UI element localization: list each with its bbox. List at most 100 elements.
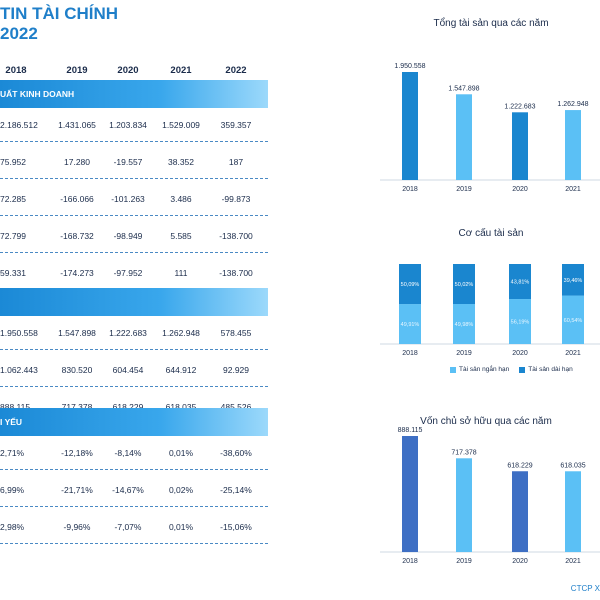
bar — [512, 471, 528, 552]
table-cell: 618.229 — [112, 402, 144, 412]
table-cell: 3.486 — [170, 194, 192, 204]
table-row: 72.285 -166.066 -101.263 3.486 -99.873 — [0, 182, 268, 216]
table-cell: 1.062.443 — [0, 365, 38, 375]
bar-segment — [509, 299, 531, 344]
bar — [565, 471, 581, 552]
section-header: UẤT KINH DOANH — [0, 80, 268, 108]
table-cell: 0,02% — [168, 485, 194, 495]
data-label: 56,19% — [511, 320, 530, 326]
footer-company: CTCP X — [570, 584, 600, 593]
bar-segment — [509, 264, 531, 300]
year-header-cell: 2022 — [225, 65, 247, 76]
table-cell: 1.950.558 — [0, 328, 38, 338]
bar — [402, 72, 418, 180]
bar-segment — [453, 264, 475, 305]
table-cell: -19.557 — [113, 157, 143, 167]
section-header — [0, 288, 268, 316]
chart-legend: Tài sản ngắn hạn Tài sản dài hạn — [450, 366, 573, 373]
table-cell: 1.529.009 — [162, 120, 200, 130]
data-label: 49,98% — [455, 322, 474, 328]
table-row: 2.186.512 1.431.065 1.203.834 1.529.009 359.… — [0, 108, 268, 142]
table-cell: -138.700 — [219, 268, 253, 278]
table-cell: -14,67% — [112, 485, 144, 495]
section-header: I YẾU — [0, 408, 268, 436]
table-cell: 1.547.898 — [58, 328, 96, 338]
legend-swatch — [519, 366, 526, 373]
data-label: 43,81% — [511, 280, 530, 286]
data-label: 50,09% — [401, 282, 420, 288]
table-cell: 75.952 — [0, 157, 26, 167]
table-cell: 2.186.512 — [0, 120, 38, 130]
chart-title-asset-structure: Cơ cấu tài sản — [458, 228, 524, 239]
x-tick-label: 2018 — [402, 186, 418, 193]
x-tick-label: 2021 — [565, 186, 581, 193]
x-tick-label: 2019 — [456, 186, 472, 193]
table-cell: 187 — [228, 157, 244, 167]
table-cell: -98.949 — [113, 231, 143, 241]
table-cell: 72.799 — [0, 231, 26, 241]
table-cell: -9,96% — [63, 522, 91, 532]
page-title: TIN TÀI CHÍNH 2022 — [0, 4, 118, 44]
table-cell: 92.929 — [223, 365, 249, 375]
legend-swatch — [450, 366, 456, 373]
table-cell: -15,06% — [220, 522, 252, 532]
x-tick-label: 2021 — [565, 558, 581, 565]
x-tick-label: 2019 — [456, 558, 472, 565]
section-header-label: I YẾU — [0, 417, 23, 427]
table-cell: 1.262.948 — [162, 328, 200, 338]
year-header-cell: 2020 — [117, 65, 139, 76]
table-cell: 644.912 — [165, 365, 197, 375]
table-cell: -168.732 — [60, 231, 94, 241]
legend-item: Tài sản ngắn hạn — [450, 366, 509, 373]
year-header-cell: 2021 — [170, 65, 192, 76]
chart-title-equity: Vốn chủ sở hữu qua các năm — [420, 416, 552, 427]
bar-segment — [399, 264, 421, 305]
bar — [456, 458, 472, 552]
legend-item: Tài sản dài hạn — [519, 366, 573, 373]
table-cell: -174.273 — [60, 268, 94, 278]
table-cell: 38.352 — [168, 157, 194, 167]
table-cell: 2,71% — [0, 448, 25, 458]
data-label: 618.035 — [560, 462, 585, 469]
table-cell: 2,98% — [0, 522, 25, 532]
table-row: 72.799 -168.732 -98.949 5.585 -138.700 — [0, 219, 268, 253]
x-tick-label: 2018 — [402, 350, 418, 357]
year-header-cell: 2019 — [66, 65, 88, 76]
table-cell: 0,01% — [168, 448, 194, 458]
data-label: 1.262.948 — [557, 101, 588, 108]
chart-equity: 888.115 2018 717.378 2019 618.229 2020 618.035… — [380, 427, 600, 565]
table-cell: 1.203.834 — [109, 120, 147, 130]
x-tick-label: 2018 — [402, 558, 418, 565]
bar — [565, 110, 581, 180]
bar-segment — [399, 304, 421, 344]
table-row: 1.062.443 830.520 604.454 644.912 92.929 — [0, 353, 268, 387]
bar-segment — [562, 264, 584, 296]
table-cell: -8,14% — [114, 448, 142, 458]
table-row: 2,71% -12,18% -8,14% 0,01% -38,60% — [0, 436, 268, 470]
table-row: 75.952 17.280 -19.557 38.352 187 — [0, 145, 268, 179]
data-label: 39,46% — [564, 278, 583, 284]
table-cell: 1.431.065 — [58, 120, 96, 130]
table-row: 6,99% -21,71% -14,67% 0,02% -25,14% — [0, 473, 268, 507]
data-label: 618.229 — [507, 462, 532, 469]
table-cell: 604.454 — [112, 365, 144, 375]
x-tick-label: 2020 — [512, 350, 528, 357]
table-cell: 717.378 — [61, 402, 93, 412]
data-label: 717.378 — [451, 449, 476, 456]
table-cell: -166.066 — [60, 194, 94, 204]
x-tick-label: 2019 — [456, 350, 472, 357]
table-cell: -38,60% — [220, 448, 252, 458]
legend-label: Tài sản ngắn hạn — [459, 366, 510, 373]
data-label: 1.547.898 — [448, 85, 479, 92]
table-cell: 72.285 — [0, 194, 26, 204]
data-label: 49,91% — [401, 322, 420, 328]
page-title-line2: 2022 — [0, 24, 38, 43]
table-cell: -99.873 — [221, 194, 251, 204]
table-cell: 0,01% — [168, 522, 194, 532]
table-row: 2,98% -9,96% -7,07% 0,01% -15,06% — [0, 510, 268, 544]
table-cell: 1.222.683 — [109, 328, 147, 338]
table-cell: 5.585 — [170, 231, 192, 241]
data-label: 888.115 — [398, 427, 423, 434]
table-cell: -25,14% — [220, 485, 252, 495]
table-cell: 59.331 — [0, 268, 26, 278]
